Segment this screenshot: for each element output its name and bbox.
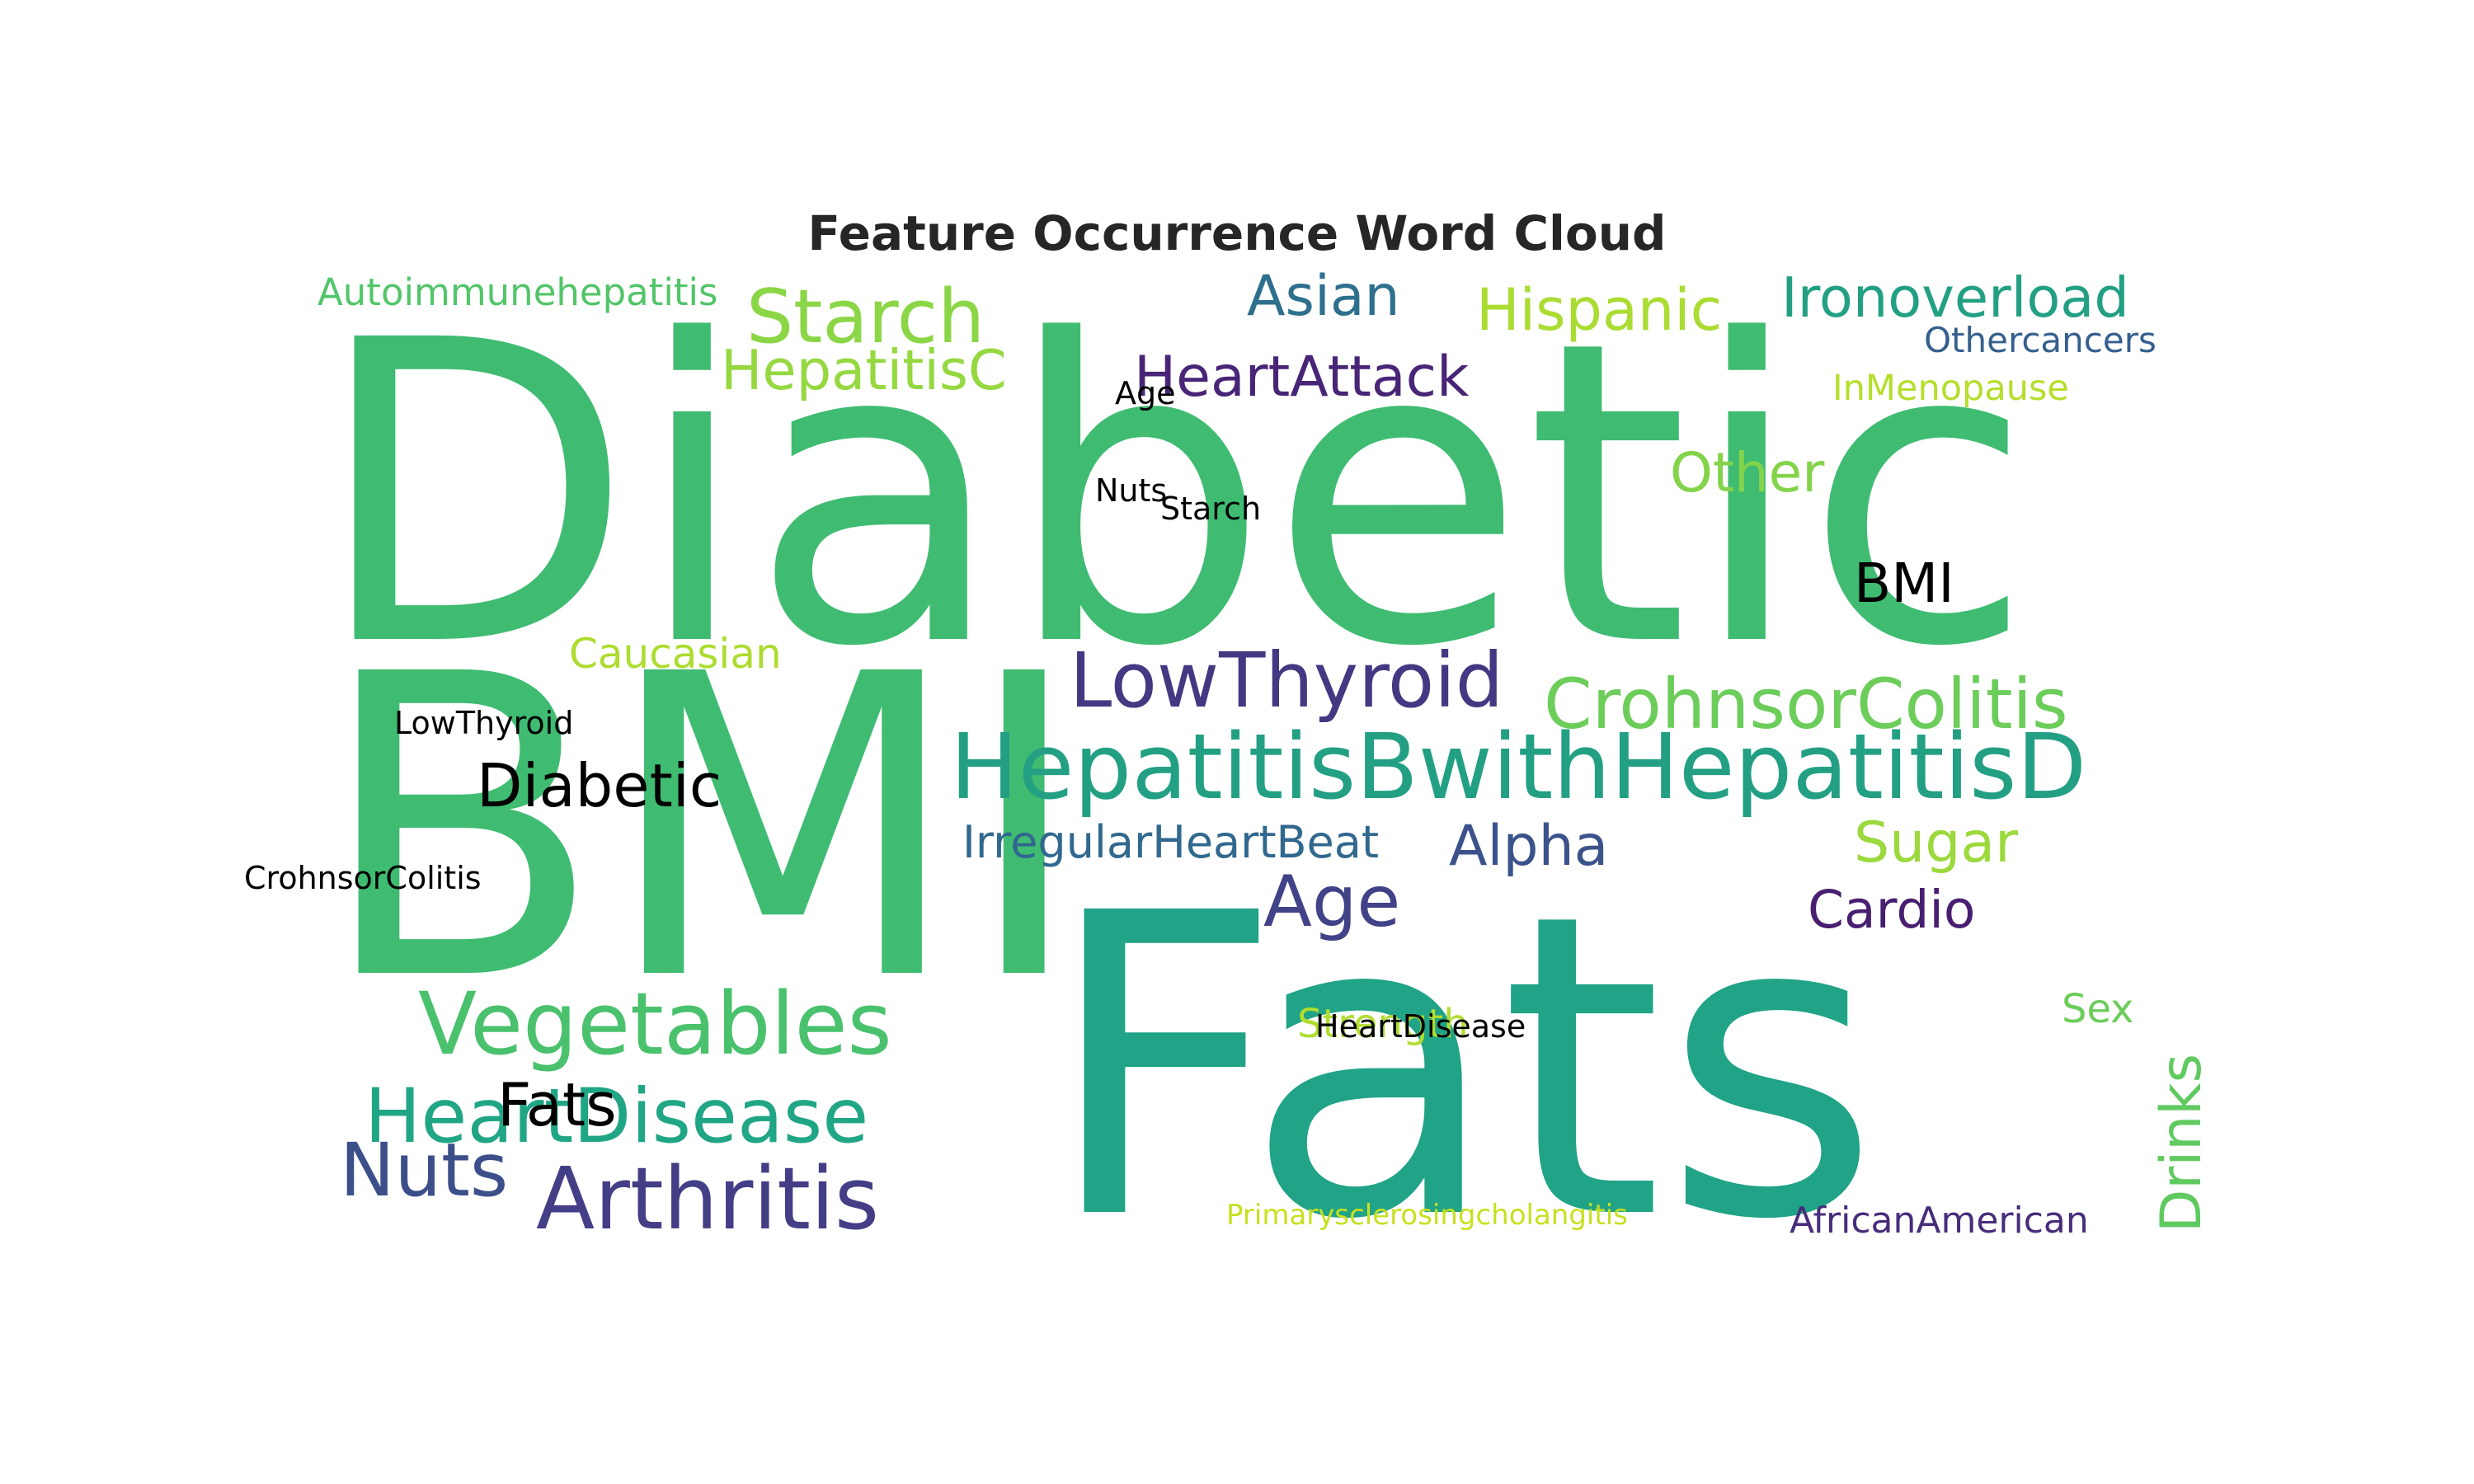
cloud-word: Drinks	[2149, 1054, 2214, 1233]
cloud-word: Age	[1263, 861, 1400, 943]
overlay-label: CrohnsorColitis	[244, 860, 482, 896]
overlay-label: BMI	[1854, 552, 1954, 615]
cloud-word: Othercancers	[1924, 320, 2157, 360]
cloud-word: Asian	[1247, 264, 1400, 329]
overlay-label: Diabetic	[477, 751, 722, 820]
cloud-word: Strength	[1297, 1001, 1469, 1047]
cloud-word: BMI	[317, 587, 1085, 1072]
cloud-word: CrohnsorColitis	[1544, 664, 2068, 744]
cloud-word: Caucasian	[569, 630, 782, 678]
cloud-word: AfricanAmerican	[1790, 1200, 2089, 1242]
overlay-label: Nuts	[1095, 472, 1167, 509]
cloud-word: Nuts	[340, 1127, 508, 1213]
cloud-word: LowThyroid	[1070, 636, 1503, 725]
cloud-word: Ironoverload	[1781, 265, 2129, 330]
overlay-label: LowThyroid	[394, 705, 573, 741]
cloud-word: HepatitisBwithHepatitisD	[950, 714, 2086, 819]
cloud-word: Fats	[1043, 826, 1880, 1311]
cloud-word: Primarysclerosingcholangitis	[1226, 1199, 1628, 1232]
cloud-word: HepatitisC	[721, 338, 1007, 402]
cloud-word: Diabetic	[313, 253, 2034, 738]
cloud-word: Sex	[2062, 986, 2134, 1032]
cloud-word: InMenopause	[1832, 368, 2069, 409]
chart-title: Feature Occurrence Word Cloud	[807, 205, 1667, 261]
cloud-word: Other	[1670, 441, 1825, 505]
cloud-word: HeartAttack	[1134, 345, 1470, 410]
cloud-word: Hispanic	[1476, 276, 1722, 344]
cloud-word: Alpha	[1449, 814, 1608, 879]
cloud-word: IrregularHeartBeat	[962, 816, 1379, 868]
cloud-word: Arthritis	[536, 1148, 879, 1249]
overlay-label: Starch	[1160, 491, 1261, 527]
cloud-word: HeartDisease	[365, 1073, 868, 1160]
cloud-word: Sugar	[1854, 810, 2018, 876]
overlay-label: Fats	[497, 1070, 617, 1139]
overlay-label: Age	[1115, 375, 1176, 411]
cloud-word: Vegetables	[418, 974, 892, 1074]
cloud-word: Cardio	[1808, 880, 1975, 940]
overlay-label: HeartDisease	[1315, 1008, 1526, 1045]
cloud-word: Starch	[746, 274, 985, 360]
cloud-word: Autoimmunehepatitis	[317, 270, 717, 314]
